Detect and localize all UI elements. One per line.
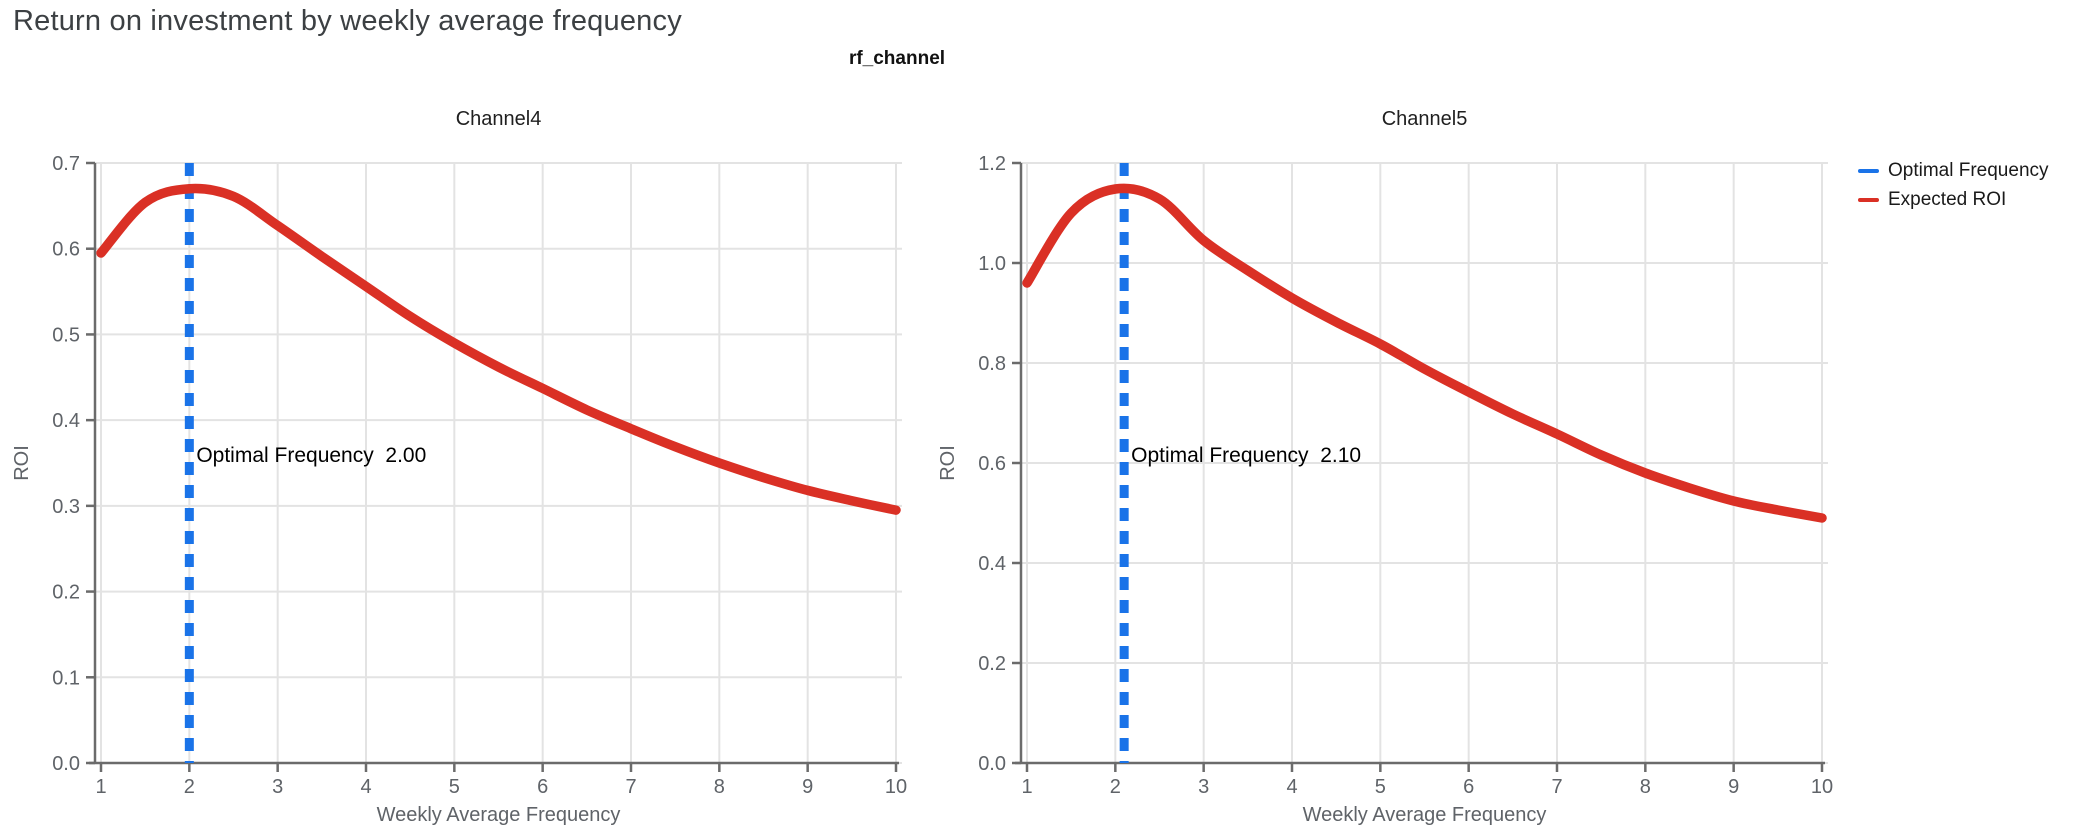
- y-tick-label: 0.7: [52, 153, 80, 175]
- subplot-channel5: 0.0 0.2 0.4 0.6 0.8 1.0 1.2 1 2 3 4 5 6 7 8 9 10 ROI Weekl…: [937, 108, 1833, 826]
- x-tick-label: 1: [1021, 776, 1032, 798]
- x-axis-title: Weekly Average Frequency: [377, 804, 621, 826]
- x-tick-label: 7: [1551, 776, 1562, 798]
- y-tick-label: 0.4: [52, 410, 80, 432]
- y-tick-label: 0.0: [978, 753, 1006, 775]
- subplot-channel4: 0.0 0.1 0.2 0.3 0.4 0.5 0.6 0.7 1 2 3 4 5 6 7 8 9 10 ROI We…: [11, 108, 907, 826]
- x-tick-label: 2: [1110, 776, 1121, 798]
- page-title: Return on investment by weekly average f…: [13, 5, 682, 37]
- y-axis-title: ROI: [937, 445, 959, 481]
- y-axis-title: ROI: [11, 445, 33, 481]
- x-tick-label: 4: [360, 776, 371, 798]
- y-tick-label: 0.2: [52, 582, 80, 604]
- expected-roi-curve: [1022, 183, 1827, 523]
- y-tick-label: 1.2: [978, 153, 1006, 175]
- optimal-frequency-swatch-icon: [1858, 169, 1879, 173]
- x-tick-label: 4: [1286, 776, 1297, 798]
- x-tick-label: 8: [714, 776, 725, 798]
- x-tick-label: 3: [272, 776, 283, 798]
- subplot-title: Channel5: [1382, 108, 1468, 130]
- optimal-frequency-annotation: Optimal Frequency 2.10: [1131, 444, 1361, 467]
- y-tick-label: 0.6: [978, 453, 1006, 475]
- y-tick-label: 0.3: [52, 496, 80, 518]
- x-axis-title: Weekly Average Frequency: [1303, 804, 1547, 826]
- legend-item-expected-roi: Expected ROI: [1858, 189, 2049, 211]
- x-tick-label: 3: [1198, 776, 1209, 798]
- x-tick-label: 10: [885, 776, 907, 798]
- x-tick-label: 9: [802, 776, 813, 798]
- y-tick-label: 0.0: [52, 753, 80, 775]
- y-tick-label: 0.2: [978, 653, 1006, 675]
- x-tick-label: 8: [1640, 776, 1651, 798]
- y-tick-label: 0.5: [52, 324, 80, 346]
- x-tick-label: 5: [449, 776, 460, 798]
- x-tick-label: 7: [625, 776, 636, 798]
- y-tick-label: 0.1: [52, 667, 80, 689]
- x-tick-label: 6: [537, 776, 548, 798]
- x-tick-label: 9: [1728, 776, 1739, 798]
- expected-roi-curve: [96, 183, 901, 515]
- y-tick-label: 0.4: [978, 553, 1006, 575]
- x-tick-label: 2: [184, 776, 195, 798]
- x-tick-label: 10: [1811, 776, 1833, 798]
- legend-label: Expected ROI: [1888, 189, 2007, 210]
- legend-item-optimal-frequency: Optimal Frequency: [1858, 160, 2049, 182]
- y-tick-label: 0.8: [978, 353, 1006, 375]
- optimal-frequency-annotation: Optimal Frequency 2.00: [196, 444, 426, 467]
- figure-title: rf_channel: [848, 48, 946, 69]
- expected-roi-swatch-icon: [1858, 198, 1879, 202]
- y-tick-label: 1.0: [978, 253, 1006, 275]
- legend-label: Optimal Frequency: [1888, 160, 2049, 181]
- x-tick-label: 5: [1375, 776, 1386, 798]
- x-tick-label: 6: [1463, 776, 1474, 798]
- y-tick-label: 0.6: [52, 239, 80, 261]
- legend: Optimal Frequency Expected ROI: [1858, 160, 2049, 211]
- subplot-title: Channel4: [456, 108, 542, 130]
- x-tick-label: 1: [95, 776, 106, 798]
